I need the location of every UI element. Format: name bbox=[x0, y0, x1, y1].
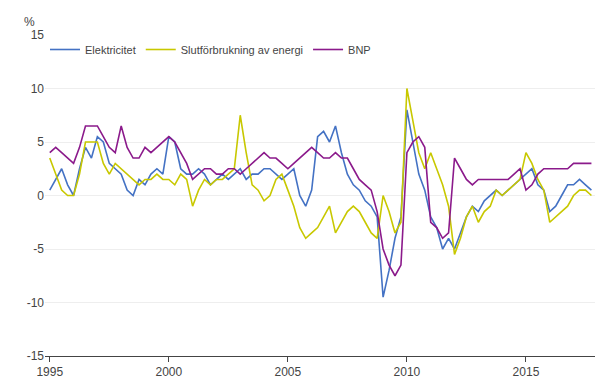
svg-text:%: % bbox=[24, 15, 35, 29]
svg-text:2010: 2010 bbox=[394, 365, 421, 379]
svg-text:15: 15 bbox=[31, 28, 45, 42]
svg-text:-15: -15 bbox=[27, 349, 45, 363]
svg-text:0: 0 bbox=[37, 189, 44, 203]
svg-text:1995: 1995 bbox=[36, 365, 63, 379]
svg-text:5: 5 bbox=[37, 135, 44, 149]
svg-text:Elektricitet: Elektricitet bbox=[85, 44, 136, 56]
svg-text:Slutförbrukning av energi: Slutförbrukning av energi bbox=[181, 44, 303, 56]
svg-text:-5: -5 bbox=[33, 242, 44, 256]
svg-text:-10: -10 bbox=[27, 296, 45, 310]
svg-text:2015: 2015 bbox=[513, 365, 540, 379]
svg-text:2005: 2005 bbox=[275, 365, 302, 379]
svg-text:10: 10 bbox=[31, 82, 45, 96]
svg-text:2000: 2000 bbox=[155, 365, 182, 379]
svg-text:BNP: BNP bbox=[348, 44, 371, 56]
